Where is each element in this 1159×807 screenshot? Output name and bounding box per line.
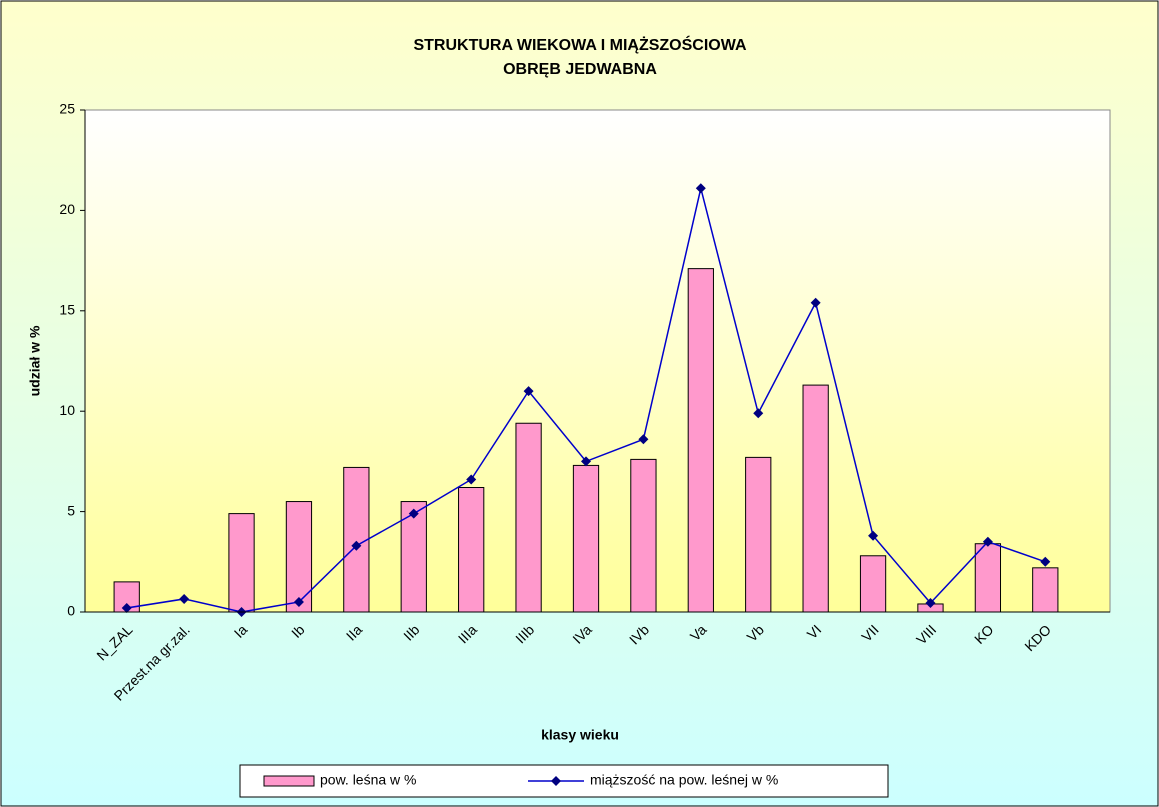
y-tick-label: 20 bbox=[59, 201, 75, 217]
bar bbox=[458, 487, 485, 613]
bar bbox=[859, 555, 887, 613]
bar bbox=[630, 458, 657, 613]
y-tick-label: 10 bbox=[59, 402, 75, 418]
bar bbox=[343, 466, 370, 613]
marker bbox=[179, 593, 190, 604]
chart-subtitle: OBRĘB JEDWABNA bbox=[503, 61, 657, 78]
bar bbox=[400, 501, 427, 613]
legend-marker bbox=[551, 776, 561, 786]
bar bbox=[285, 501, 313, 613]
bar bbox=[572, 464, 600, 613]
marker bbox=[753, 408, 764, 419]
y-tick-label: 5 bbox=[67, 502, 75, 518]
y-tick-label: 15 bbox=[59, 302, 75, 318]
legend-label: miąższość na pow. leśnej w % bbox=[590, 772, 778, 788]
bar bbox=[228, 513, 255, 613]
bar bbox=[515, 422, 542, 613]
chart-title: STRUKTURA WIEKOWA I MIĄŻSZOŚCIOWA bbox=[413, 35, 746, 54]
x-axis-label: klasy wieku bbox=[541, 727, 619, 743]
marker bbox=[810, 297, 821, 308]
marker bbox=[466, 474, 477, 485]
marker bbox=[925, 597, 936, 608]
legend-label: pow. leśna w % bbox=[320, 772, 417, 788]
marker bbox=[408, 508, 419, 519]
legend-swatch bbox=[263, 775, 315, 787]
marker bbox=[638, 434, 649, 445]
marker bbox=[121, 602, 132, 613]
marker bbox=[293, 596, 304, 607]
y-tick-label: 25 bbox=[59, 101, 75, 117]
bar bbox=[687, 268, 714, 613]
marker bbox=[695, 183, 706, 194]
y-axis-label: udział w % bbox=[27, 325, 43, 396]
bar bbox=[802, 384, 829, 613]
bar bbox=[1032, 567, 1059, 613]
marker bbox=[868, 530, 879, 541]
marker bbox=[1040, 556, 1051, 567]
y-tick-label: 0 bbox=[67, 603, 75, 619]
marker bbox=[351, 540, 362, 551]
marker bbox=[982, 536, 993, 547]
bar bbox=[974, 543, 1002, 613]
bar bbox=[745, 456, 772, 613]
marker bbox=[523, 386, 534, 397]
marker bbox=[581, 456, 591, 467]
